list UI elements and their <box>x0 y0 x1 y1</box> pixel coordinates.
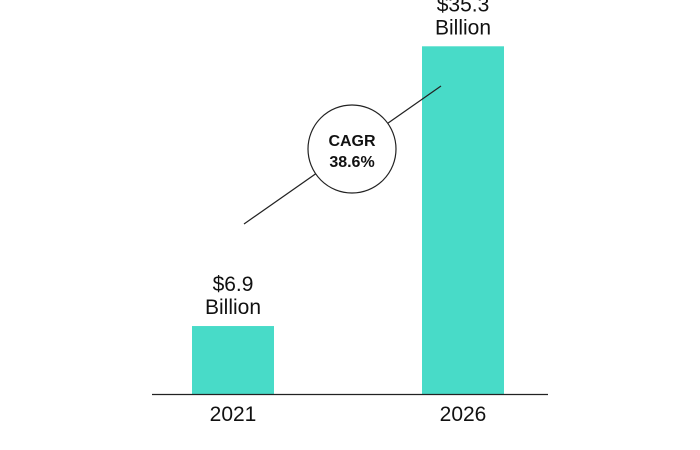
cagr-badge: CAGR 38.6% <box>307 104 397 194</box>
bars-group <box>192 46 504 395</box>
cagr-circle <box>307 104 397 194</box>
x-tick-labels-group: 2021 2026 <box>210 403 487 426</box>
bar-unit-label: Billion <box>435 16 491 39</box>
bar-2026 <box>422 46 504 395</box>
cagr-value: 38.6% <box>329 154 374 171</box>
bar-value-label: $6.9 <box>213 273 254 296</box>
x-tick-label-2021: 2021 <box>210 403 257 426</box>
x-tick-label-2026: 2026 <box>440 403 487 426</box>
bar-unit-label: Billion <box>205 296 261 319</box>
cagr-label: CAGR <box>328 133 376 150</box>
bar-value-label: $35.3 <box>437 0 490 16</box>
bar-2021 <box>192 326 274 394</box>
